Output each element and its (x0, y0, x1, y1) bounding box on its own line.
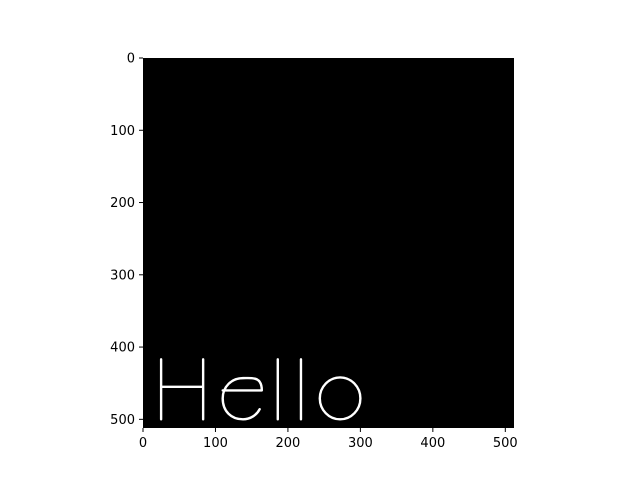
x-tick-label: 400 (420, 436, 445, 451)
image-axes: 0 100 200 300 400 500 0 100 200 300 400 500 (110, 52, 518, 452)
y-tick-label: 300 (110, 268, 135, 283)
x-tick-label: 500 (493, 436, 518, 451)
y-tick-label: 100 (110, 124, 135, 139)
x-tick-label: 0 (139, 436, 147, 451)
hello-text-drawing (161, 359, 360, 419)
letter-h (161, 359, 203, 419)
x-tick-label: 200 (276, 436, 301, 451)
letter-o (320, 377, 361, 419)
y-tick-label: 400 (110, 341, 135, 356)
y-tick-label: 200 (110, 196, 135, 211)
letter-e (223, 378, 262, 419)
y-tick-label: 500 (110, 413, 135, 428)
x-tick-label: 100 (203, 436, 228, 451)
image-area (143, 58, 514, 428)
x-tick-label: 300 (348, 436, 373, 451)
y-axis: 0 100 200 300 400 500 (110, 52, 143, 428)
y-tick-label: 0 (127, 52, 135, 67)
x-axis: 0 100 200 300 400 500 (139, 428, 518, 451)
